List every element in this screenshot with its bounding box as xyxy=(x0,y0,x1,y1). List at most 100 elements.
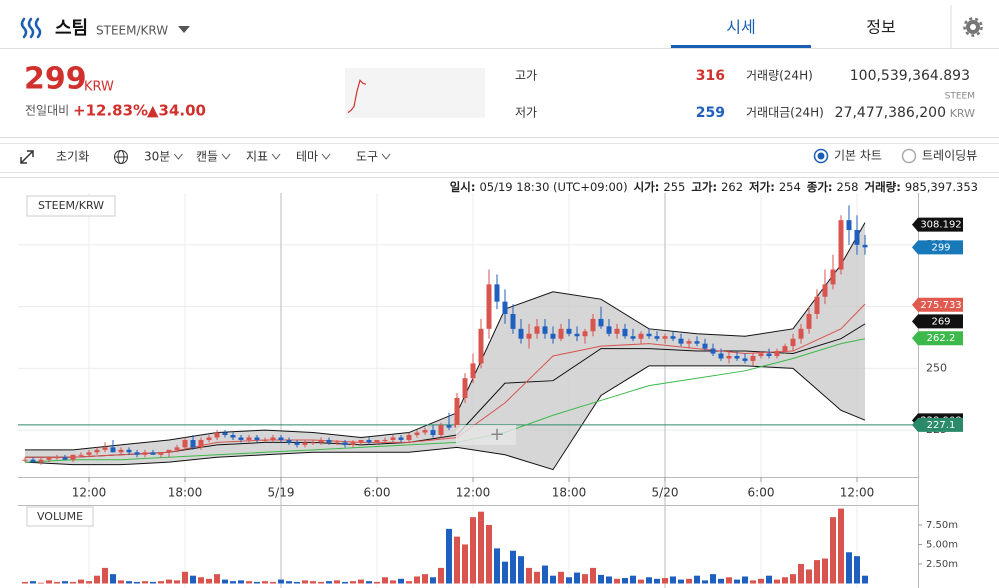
candle-body xyxy=(446,425,452,428)
candle-body xyxy=(262,439,268,441)
coin-name: 스팀 xyxy=(55,18,88,39)
radio-label[interactable]: 트레이딩뷰 xyxy=(922,149,977,163)
volume-bar xyxy=(558,571,564,584)
volume-bar xyxy=(542,565,548,584)
candle-body xyxy=(350,442,356,445)
volume-bar xyxy=(222,579,228,584)
candle-body xyxy=(246,437,252,440)
radio-dot xyxy=(817,152,825,160)
tab[interactable]: 정보 xyxy=(866,18,895,37)
candle-body xyxy=(662,336,668,339)
volume-bar xyxy=(646,577,652,584)
fullscreen-icon[interactable] xyxy=(20,150,34,164)
volume-bar xyxy=(766,575,772,584)
volume-bar xyxy=(814,560,820,584)
candle-body xyxy=(654,336,660,339)
candle-body xyxy=(494,284,500,302)
candle-body xyxy=(558,328,564,339)
info-label: 고가: xyxy=(691,180,717,194)
chevron xyxy=(381,153,391,160)
menu[interactable]: 30분 xyxy=(144,150,170,164)
radio-label[interactable]: 기본 차트 xyxy=(834,149,882,163)
candle-body xyxy=(182,439,188,448)
tab-active[interactable]: 시세 xyxy=(726,18,755,37)
volume-bar xyxy=(270,581,276,584)
volume-bar xyxy=(214,574,220,584)
settings-icon[interactable] xyxy=(963,17,983,37)
volume-bar xyxy=(526,567,532,584)
candle-body xyxy=(230,435,236,438)
volume-bar xyxy=(750,580,756,584)
volume-bar xyxy=(318,581,324,584)
candle-body xyxy=(310,442,316,444)
radio-checked[interactable] xyxy=(813,148,829,164)
candle-body xyxy=(486,284,492,329)
info-value: 255 xyxy=(663,180,685,194)
info-value: 258 xyxy=(837,180,859,194)
volume-bar xyxy=(686,578,692,584)
menu[interactable]: 테마 xyxy=(296,150,318,164)
reset-button[interactable]: 초기화 xyxy=(56,150,89,164)
x-tick-label: 5/19 xyxy=(268,486,295,500)
volume-bar xyxy=(734,579,740,584)
high-value: 316 xyxy=(696,68,725,84)
candle-body xyxy=(694,341,700,344)
volume-bar xyxy=(302,580,308,584)
globe-icon[interactable] xyxy=(114,150,128,164)
info-label: 저가: xyxy=(749,180,775,194)
volume-bar xyxy=(758,578,764,584)
volume-bar xyxy=(350,581,356,584)
band-edge xyxy=(25,222,866,451)
candle-body xyxy=(526,333,532,339)
volume-bar xyxy=(334,580,340,584)
current-price: 299 xyxy=(24,62,87,97)
volume-bar xyxy=(518,556,524,584)
volume-bar xyxy=(550,575,556,584)
candle-body xyxy=(566,328,572,334)
volume-label: 거래량(24H) xyxy=(746,69,813,83)
volume-bar xyxy=(206,578,212,584)
low-value: 259 xyxy=(696,105,725,121)
volume-bar xyxy=(414,576,420,584)
chevron xyxy=(221,153,231,160)
candle-body xyxy=(470,363,476,379)
candle-body xyxy=(86,452,92,455)
candle-body xyxy=(606,326,612,334)
volume-bar xyxy=(726,577,732,584)
volume-bar xyxy=(806,569,812,584)
candle-body xyxy=(334,442,340,444)
menu[interactable]: 지표 xyxy=(246,150,268,164)
candle-body xyxy=(342,442,348,445)
candle-body xyxy=(166,449,172,453)
volume-bar xyxy=(462,544,468,584)
dropdown-icon[interactable] xyxy=(178,26,190,33)
volume-bar xyxy=(838,508,844,584)
volume-bar xyxy=(790,574,796,584)
volume-bar xyxy=(822,558,828,584)
candle-body xyxy=(198,439,204,448)
candle-body xyxy=(206,437,212,440)
volume-bar xyxy=(742,576,748,584)
price-badge-label: 299 xyxy=(931,242,950,253)
price-badge-label: 269 xyxy=(931,316,950,327)
volume-bar xyxy=(182,571,188,584)
candle-body xyxy=(734,355,740,359)
candle-body xyxy=(278,437,284,440)
candle-body xyxy=(22,459,28,461)
candle-body xyxy=(742,358,748,361)
radio[interactable] xyxy=(901,148,917,164)
volume-bar xyxy=(494,548,500,584)
candle-body xyxy=(518,328,524,339)
candle-body xyxy=(110,447,116,453)
volume-bar xyxy=(38,582,44,584)
menu[interactable]: 캔들 xyxy=(196,150,218,164)
volume-title: VOLUME xyxy=(37,510,83,523)
candle-body xyxy=(390,437,396,440)
legend-box xyxy=(26,506,94,527)
candle-body xyxy=(142,452,148,455)
menu[interactable]: 도구 xyxy=(356,150,378,164)
volume-bar xyxy=(486,524,492,584)
candle-body xyxy=(430,430,436,436)
volume-bar xyxy=(46,580,52,584)
